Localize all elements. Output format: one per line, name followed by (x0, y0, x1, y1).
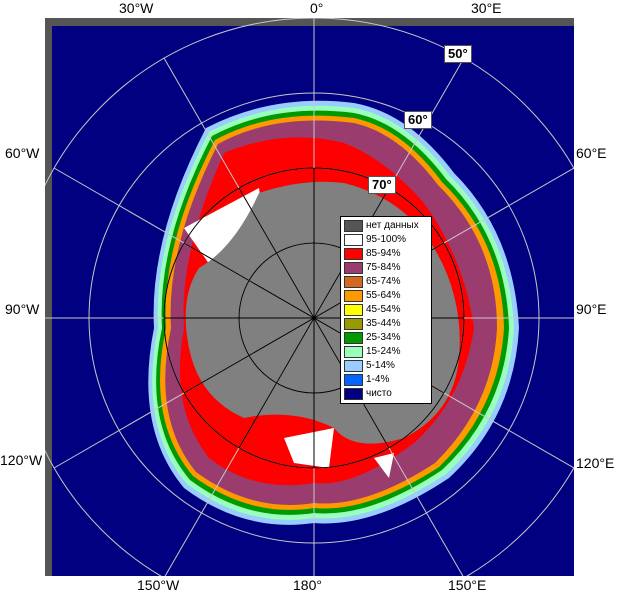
lon-label-0: 0° (310, 0, 324, 16)
legend-swatch (344, 346, 363, 358)
legend-label: 85-94% (366, 248, 401, 259)
lon-label-30e-top: 30°E (471, 0, 502, 16)
legend-swatch (344, 332, 363, 344)
legend-item: 25-34% (344, 331, 430, 345)
sea-ice-map (45, 18, 574, 576)
lon-label-60w: 60°W (5, 145, 40, 161)
legend-label: нет данных (366, 220, 419, 231)
legend-swatch (344, 220, 363, 232)
legend-item: 1-4% (344, 373, 430, 387)
legend-label: 65-74% (366, 276, 401, 287)
legend-label: 35-44% (366, 318, 401, 329)
legend-swatch (344, 374, 363, 386)
legend-item: чисто (344, 387, 430, 401)
lat-label-60: 60° (404, 111, 432, 129)
legend-item: 85-94% (344, 247, 430, 261)
lon-label-30w-top: 30°W (119, 0, 154, 16)
legend-swatch (344, 290, 363, 302)
legend-swatch (344, 248, 363, 260)
legend-item: 5-14% (344, 359, 430, 373)
legend-swatch (344, 234, 363, 246)
lon-label-120w: 120°W (0, 452, 43, 468)
lat-label-70: 70° (368, 176, 396, 194)
legend-label: 5-14% (366, 360, 395, 371)
lon-label-120e: 120°E (576, 455, 615, 471)
lon-label-150w: 150°W (137, 577, 180, 593)
legend-label: 15-24% (366, 346, 401, 357)
lon-label-90w: 90°W (5, 301, 40, 317)
lon-label-180: 180° (293, 577, 322, 593)
legend-label: 45-54% (366, 304, 401, 315)
legend-swatch (344, 360, 363, 372)
lat-label-50: 50° (444, 45, 472, 63)
legend-swatch (344, 318, 363, 330)
legend-label: 1-4% (366, 374, 390, 385)
legend-label: 25-34% (366, 332, 401, 343)
legend-label: 75-84% (366, 262, 401, 273)
legend-item: нет данных (344, 219, 430, 233)
lon-label-150e: 150°E (448, 577, 487, 593)
legend-label: чисто (366, 388, 392, 399)
legend-swatch (344, 276, 363, 288)
lon-label-60e: 60°E (576, 145, 607, 161)
legend-swatch (344, 304, 363, 316)
legend-label: 95-100% (366, 234, 407, 245)
legend-item: 15-24% (344, 345, 430, 359)
concentration-legend: нет данных 95-100% 85-94% 75-84% 65-74% 55-64… (340, 216, 432, 404)
legend-swatch (344, 262, 363, 274)
legend-item: 55-64% (344, 289, 430, 303)
legend-item: 35-44% (344, 317, 430, 331)
legend-item: 45-54% (344, 303, 430, 317)
legend-item: 95-100% (344, 233, 430, 247)
lon-label-90e: 90°E (576, 301, 607, 317)
legend-item: 75-84% (344, 261, 430, 275)
legend-label: 55-64% (366, 290, 401, 301)
legend-swatch (344, 388, 363, 400)
legend-item: 65-74% (344, 275, 430, 289)
